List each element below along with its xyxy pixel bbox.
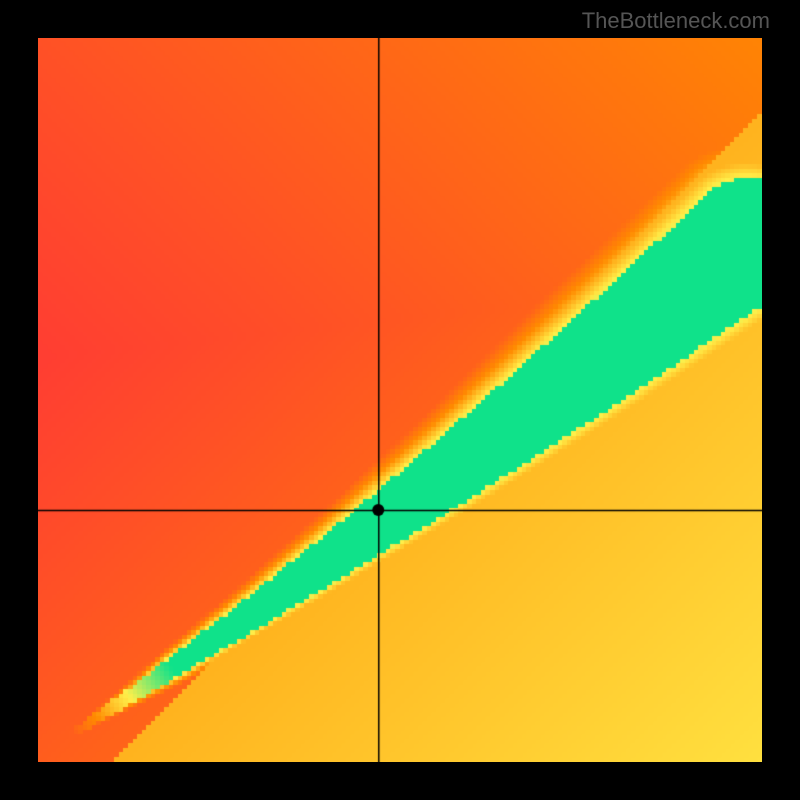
heatmap-canvas [38,38,762,762]
plot-area [38,38,762,762]
watermark-text: TheBottleneck.com [582,8,770,34]
chart-container: TheBottleneck.com [0,0,800,800]
